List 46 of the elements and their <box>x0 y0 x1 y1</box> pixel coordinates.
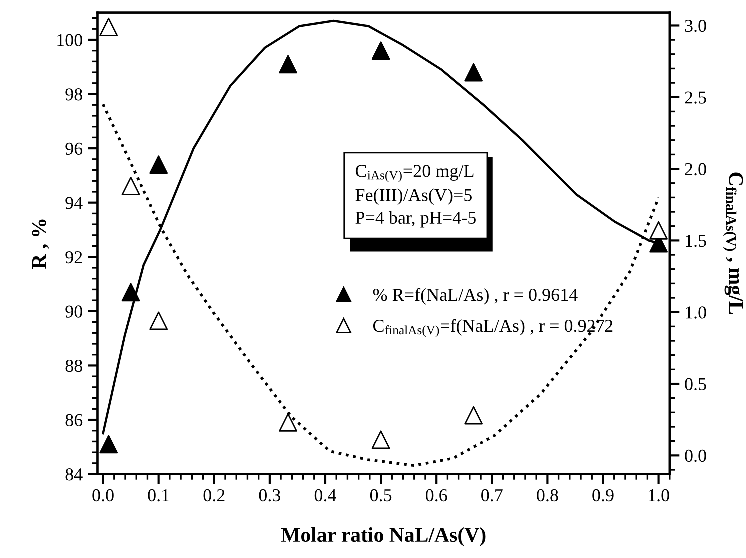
y2-tick-label: 0.0 <box>685 450 706 462</box>
point <box>372 430 390 450</box>
y2-tick-label: 3.0 <box>685 20 706 32</box>
point <box>100 18 118 36</box>
point <box>100 435 118 454</box>
x-tick-label: 0.5 <box>370 489 392 502</box>
y-axis-title: R , % <box>32 220 50 269</box>
y2-tick-label: 0.5 <box>685 378 706 391</box>
y-tick-label: 100 <box>58 34 82 46</box>
y-tick-label: 92 <box>66 251 82 264</box>
point <box>150 156 168 174</box>
point <box>464 406 484 425</box>
point <box>122 283 140 302</box>
x-axis-title: Molar ratio NaL/As(V) <box>281 527 486 546</box>
x-tick-label: 0.4 <box>314 489 336 502</box>
x-tick-label: 0.6 <box>426 489 448 502</box>
x-tick-label: 1.0 <box>649 489 670 502</box>
y-tick-label: 98 <box>66 88 82 101</box>
x-tick-label: 0.0 <box>92 489 114 502</box>
point <box>372 42 390 60</box>
point <box>279 414 298 432</box>
x-tick-label: 0.1 <box>148 489 170 502</box>
y-tick-label: 86 <box>66 414 83 426</box>
legend-label: C$_{finalAs(V)}$=f(NaL/As) , r = 0.9272 <box>373 319 613 338</box>
point <box>150 312 168 330</box>
y-tick-label: 96 <box>66 142 83 155</box>
x-tick-label: 0.2 <box>204 489 225 502</box>
point <box>122 177 140 196</box>
y-tick-label: 94 <box>66 197 83 210</box>
y2-tick-label: 2.0 <box>685 163 706 176</box>
point <box>464 63 484 82</box>
point <box>650 221 668 240</box>
legend-label: % R=f(NaL/As) , r = 0.9614 <box>373 288 578 305</box>
y2-tick-label: 2.5 <box>685 92 706 104</box>
y-tick-label: 88 <box>66 360 82 372</box>
annotation: C$_{iAs(V)}$=20 mg/L Fe(III)/As(V)=5 P=4 bar, pH=4-5 <box>356 165 476 228</box>
x-tick-label: 0.9 <box>592 489 614 502</box>
y-tick-label: 90 <box>66 306 82 318</box>
y2-tick-label: 1.5 <box>686 235 706 248</box>
x-tick-label: 0.3 <box>259 489 281 502</box>
point <box>279 55 298 74</box>
y2-axis-title: C$_{finalAs(V)}$ , mg/L <box>723 172 744 314</box>
y-tick-label: 84 <box>66 468 83 481</box>
x-tick-label: 0.7 <box>482 489 503 502</box>
x-tick-label: 0.8 <box>537 489 558 502</box>
y2-tick-label: 1.0 <box>686 306 706 319</box>
